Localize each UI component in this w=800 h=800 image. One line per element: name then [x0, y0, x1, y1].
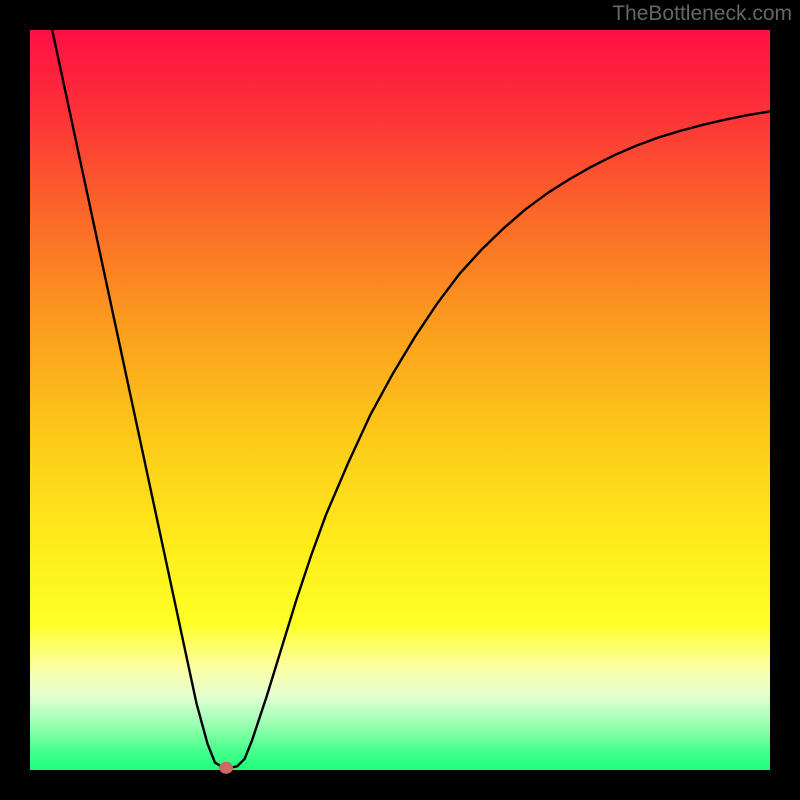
- watermark-label: TheBottleneck.com: [612, 2, 792, 26]
- plot-background: [30, 30, 770, 770]
- bottleneck-chart: [0, 0, 800, 800]
- chart-frame: TheBottleneck.com: [0, 0, 800, 800]
- optimal-point-marker: [219, 762, 233, 774]
